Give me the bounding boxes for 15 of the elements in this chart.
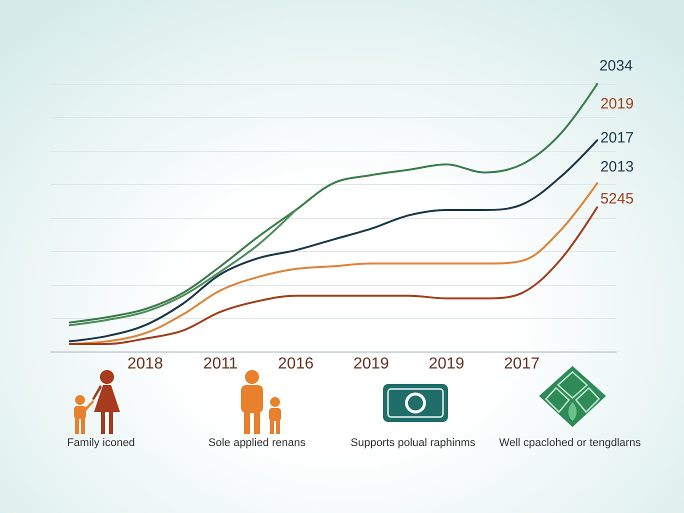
x-tick-label: 2016 [278,356,314,372]
annotation: 2013 [600,158,634,176]
x-tick-label: 2019 [428,356,464,372]
text: Supports polual raphinms [350,437,476,449]
x-tick-label: 2017 [504,356,540,372]
text: Sole applied renans [208,437,306,449]
annotation: 5245 [600,190,634,208]
annotation: 2019 [600,96,634,112]
x-tick-label: 2011 [203,356,238,372]
text: 2034 [599,58,633,74]
text: Family iconed [67,437,135,449]
x-tick-label: 2018 [127,356,164,372]
annotation: 2017 [600,130,634,146]
x-tick-label: 2019 [353,356,390,372]
text: Well cpaclohed or tengdlarns [499,437,641,449]
